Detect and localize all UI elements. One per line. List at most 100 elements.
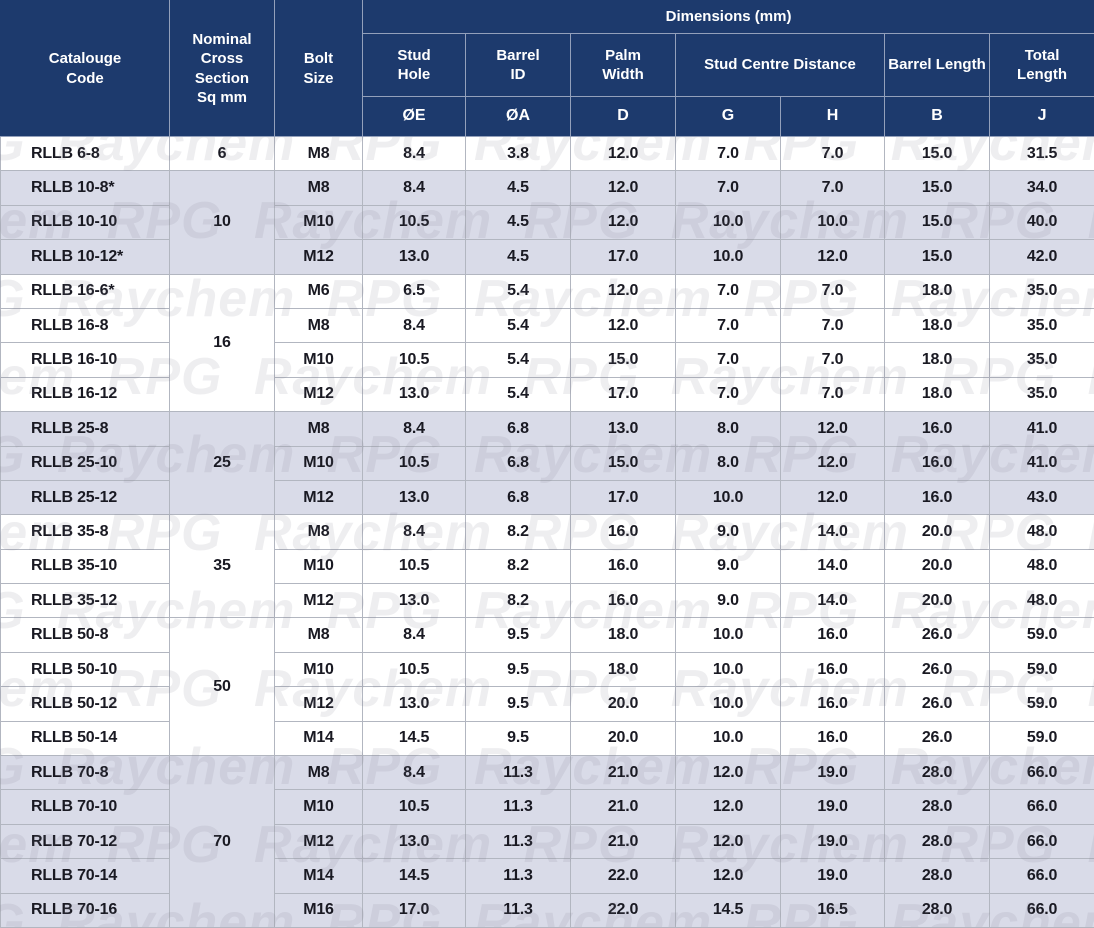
catalogue-code-cell: RLLB 70-16 <box>0 892 170 928</box>
catalogue-code-cell: RLLB 25-12 <box>0 479 170 516</box>
catalogue-code-cell: RLLB 70-8 <box>0 755 170 791</box>
stud-centre-h-cell: 7.0 <box>780 135 885 172</box>
total-length-cell: 43.0 <box>988 479 1094 516</box>
stud-centre-h-cell: 16.5 <box>780 892 885 928</box>
barrel-length-cell: 20.0 <box>884 514 990 550</box>
bolt-size-cell: M12 <box>274 823 363 860</box>
bolt-size-cell: M16 <box>274 892 363 928</box>
barrel-id-cell: 5.4 <box>465 273 571 309</box>
bolt-size-cell: M12 <box>274 686 363 722</box>
barrel-id-cell: 9.5 <box>465 686 571 722</box>
stud-centre-g-cell: 10.0 <box>675 686 781 722</box>
catalogue-code-cell: RLLB 35-8 <box>0 514 170 550</box>
bolt-size-cell: M12 <box>274 583 363 619</box>
stud-centre-h-cell: 10.0 <box>780 204 885 241</box>
barrel-length-cell: 26.0 <box>884 651 990 688</box>
stud-hole-cell: 8.4 <box>362 135 466 172</box>
stud-centre-h-cell: 7.0 <box>780 376 885 413</box>
stud-centre-h-cell: 7.0 <box>780 273 885 309</box>
palm-width-cell: 20.0 <box>570 720 676 757</box>
stud-hole-cell: 13.0 <box>362 686 466 722</box>
palm-width-cell: 12.0 <box>570 170 676 206</box>
stud-hole-cell: 14.5 <box>362 720 466 757</box>
palm-width-cell: 12.0 <box>570 204 676 241</box>
palm-width-cell: 21.0 <box>570 789 676 825</box>
table-row: RLLB 50-12 M12 13.0 9.5 20.0 10.0 16.0 26.0 59.0 <box>0 686 1094 722</box>
barrel-length-cell: 15.0 <box>884 239 990 275</box>
stud-centre-g-cell: 12.0 <box>675 823 781 860</box>
nominal-cross-section-cell: 16 <box>169 273 275 413</box>
table-header: Catalouge Code Nominal Cross Section Sq … <box>0 0 1094 137</box>
stud-centre-h-cell: 19.0 <box>780 858 885 894</box>
table-row: RLLB 70-12 M12 13.0 11.3 21.0 12.0 19.0 28.0 66.… <box>0 823 1094 860</box>
barrel-id-cell: 3.8 <box>465 135 571 172</box>
stud-hole-cell: 6.5 <box>362 273 466 309</box>
table-row: RLLB 6-8 6 M8 8.4 3.8 12.0 7.0 7.0 15.0 31.5 <box>0 135 1094 172</box>
stud-centre-h-cell: 19.0 <box>780 789 885 825</box>
catalogue-code-cell: RLLB 16-8 <box>0 307 170 344</box>
palm-width-cell: 21.0 <box>570 823 676 860</box>
stud-centre-h-cell: 16.0 <box>780 686 885 722</box>
barrel-length-cell: 15.0 <box>884 204 990 241</box>
palm-width-cell: 16.0 <box>570 548 676 585</box>
catalogue-code-cell: RLLB 50-10 <box>0 651 170 688</box>
stud-centre-h-cell: 12.0 <box>780 411 885 447</box>
barrel-id-cell: 11.3 <box>465 823 571 860</box>
stud-centre-g-cell: 14.5 <box>675 892 781 928</box>
barrel-id-cell: 8.2 <box>465 514 571 550</box>
bolt-size-cell: M10 <box>274 548 363 585</box>
column-header-bolt-size: Bolt Size <box>274 0 363 137</box>
stud-hole-cell: 8.4 <box>362 617 466 653</box>
total-length-cell: 41.0 <box>988 411 1094 447</box>
stud-hole-cell: 8.4 <box>362 514 466 550</box>
total-length-cell: 66.0 <box>988 858 1094 894</box>
bolt-size-cell: M10 <box>274 789 363 825</box>
barrel-id-cell: 11.3 <box>465 892 571 928</box>
table-row: RLLB 35-10 M10 10.5 8.2 16.0 9.0 14.0 20.0 48.0 <box>0 548 1094 585</box>
barrel-length-cell: 18.0 <box>884 342 990 378</box>
total-length-cell: 40.0 <box>988 204 1094 241</box>
nominal-cross-section-cell: 6 <box>169 135 275 172</box>
total-length-cell: 59.0 <box>988 617 1094 653</box>
barrel-id-cell: 5.4 <box>465 342 571 378</box>
bolt-size-cell: M8 <box>274 135 363 172</box>
stud-hole-cell: 13.0 <box>362 823 466 860</box>
catalogue-code-cell: RLLB 10-12* <box>0 239 170 275</box>
stud-hole-cell: 13.0 <box>362 376 466 413</box>
barrel-id-cell: 6.8 <box>465 411 571 447</box>
stud-hole-cell: 10.5 <box>362 651 466 688</box>
bolt-size-cell: M12 <box>274 376 363 413</box>
barrel-id-cell: 11.3 <box>465 858 571 894</box>
table-row: RLLB 16-6* 16 M6 6.5 5.4 12.0 7.0 7.0 18.0 35.0 <box>0 273 1094 413</box>
stud-hole-cell: 10.5 <box>362 789 466 825</box>
table-body: RLLB 6-8 6 M8 8.4 3.8 12.0 7.0 7.0 15.0 31.5 RLLB … <box>0 135 1094 928</box>
barrel-length-cell: 26.0 <box>884 720 990 757</box>
total-length-cell: 66.0 <box>988 892 1094 928</box>
symbol-header-b: B <box>884 96 990 137</box>
barrel-id-cell: 4.5 <box>465 170 571 206</box>
catalogue-code-cell: RLLB 10-10 <box>0 204 170 241</box>
table-row: RLLB 70-14 M14 14.5 11.3 22.0 12.0 19.0 28.0 66.… <box>0 858 1094 894</box>
catalogue-code-cell: RLLB 10-8* <box>0 170 170 206</box>
table-row: RLLB 50-8 50 M8 8.4 9.5 18.0 10.0 16.0 26.0 59.0 <box>0 617 1094 757</box>
stud-centre-g-cell: 9.0 <box>675 583 781 619</box>
stud-centre-h-cell: 14.0 <box>780 514 885 550</box>
table-row: RLLB 25-8 25 M8 8.4 6.8 13.0 8.0 12.0 16.0 41.0 <box>0 411 1094 516</box>
table-row: RLLB 25-12 M12 13.0 6.8 17.0 10.0 12.0 16.0 43.0 <box>0 479 1094 516</box>
symbol-header-h: H <box>780 96 885 137</box>
table-row: RLLB 35-8 35 M8 8.4 8.2 16.0 9.0 14.0 20.0 48.0 <box>0 514 1094 619</box>
table-row: RLLB 25-10 M10 10.5 6.8 15.0 8.0 12.0 16.0 41.0 <box>0 445 1094 481</box>
symbol-header-g: G <box>675 96 781 137</box>
total-length-cell: 66.0 <box>988 755 1094 791</box>
stud-centre-g-cell: 12.0 <box>675 789 781 825</box>
bolt-size-cell: M12 <box>274 479 363 516</box>
stud-hole-cell: 13.0 <box>362 479 466 516</box>
barrel-id-cell: 5.4 <box>465 376 571 413</box>
barrel-id-cell: 8.2 <box>465 548 571 585</box>
catalogue-code-cell: RLLB 16-10 <box>0 342 170 378</box>
stud-hole-cell: 8.4 <box>362 170 466 206</box>
table-row: RLLB 10-8* 10 M8 8.4 4.5 12.0 7.0 7.0 15.0 34.0 <box>0 170 1094 275</box>
table-row: RLLB 16-10 M10 10.5 5.4 15.0 7.0 7.0 18.0 35.0 <box>0 342 1094 378</box>
barrel-id-cell: 9.5 <box>465 720 571 757</box>
